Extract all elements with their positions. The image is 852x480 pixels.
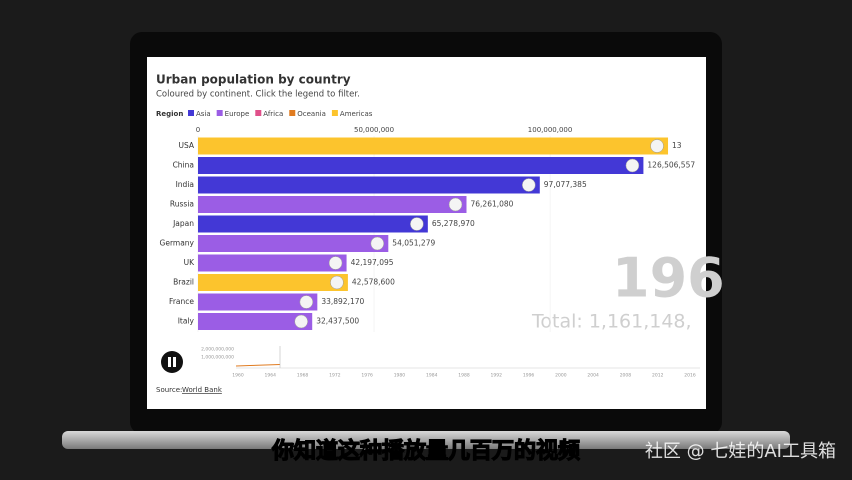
laptop-base: [62, 431, 790, 449]
timeline-trace: [235, 364, 281, 367]
chart-subtitle: Coloured by continent. Click the legend …: [156, 90, 360, 100]
timeline-year: 1968: [297, 373, 309, 379]
watermark: 社区 @ 七娃的AI工具箱: [645, 441, 836, 462]
flag-icon: [448, 197, 463, 212]
x-tick-label: 0: [196, 126, 200, 134]
flag-icon: [294, 314, 308, 329]
bar: [198, 235, 389, 252]
y-tick-label: Russia: [170, 200, 194, 209]
value-label: 76,261,080: [471, 200, 514, 209]
legend-label[interactable]: Oceania: [297, 110, 326, 118]
x-tick-label: 50,000,000: [354, 126, 394, 134]
flag-icon: [522, 178, 536, 192]
timeline-year: 1980: [394, 373, 406, 379]
timeline-year: 1972: [329, 373, 341, 379]
timeline-year: 1988: [458, 373, 470, 379]
y-tick-label: USA: [178, 141, 194, 150]
bar: [198, 137, 669, 155]
y-tick-label: Japan: [172, 219, 194, 228]
y-tick-label: France: [169, 297, 194, 306]
legend-swatch: [331, 110, 338, 116]
video-caption: 你知道这种播放量几百万的视频: [271, 438, 580, 464]
timeline-year: 2016: [684, 373, 696, 379]
flag-icon: [625, 158, 640, 173]
bar: [198, 157, 644, 174]
flag-icon: [370, 236, 385, 251]
timeline-year: 2012: [652, 373, 664, 379]
value-label: 13: [672, 141, 682, 150]
timeline-year: 1964: [265, 373, 277, 379]
legend-label[interactable]: Europe: [225, 110, 250, 118]
value-label: 42,197,095: [351, 258, 394, 267]
value-label: 32,437,500: [316, 317, 359, 326]
timeline-year: 2000: [555, 373, 567, 379]
bar: [198, 196, 467, 213]
y-tick-label: Italy: [178, 317, 195, 326]
value-label: 97,077,385: [544, 180, 587, 189]
timeline-year: 2004: [587, 373, 599, 379]
timeline-y-label: 1,000,000,000: [201, 355, 234, 361]
timeline-year: 1976: [361, 373, 373, 379]
chart-title: Urban population by country: [156, 73, 351, 87]
legend-title: Region: [156, 110, 183, 118]
y-tick-label: UK: [184, 258, 195, 267]
flag-icon: [650, 139, 664, 153]
timeline-year: 2008: [620, 373, 632, 379]
y-tick-label: Brazil: [173, 278, 194, 287]
y-tick-label: India: [176, 180, 194, 189]
timeline-year: 1992: [491, 373, 503, 379]
timeline-year: 1984: [426, 373, 438, 379]
value-label: 33,892,170: [321, 297, 364, 306]
year-label: 196: [612, 247, 725, 310]
pause-icon: [173, 357, 176, 367]
bar: [198, 254, 347, 272]
legend-label[interactable]: Africa: [263, 110, 283, 118]
source-link[interactable]: World Bank: [182, 386, 223, 394]
y-tick-label: China: [173, 161, 194, 170]
bar: [198, 176, 540, 194]
legend-label[interactable]: Americas: [340, 110, 373, 118]
bar: [198, 274, 348, 291]
pause-icon: [168, 357, 171, 367]
flag-icon: [330, 275, 344, 290]
flag-icon: [410, 217, 424, 231]
bar: [198, 215, 428, 233]
timeline-year: 1996: [523, 373, 535, 379]
bar: [198, 293, 318, 311]
legend-swatch: [188, 110, 194, 116]
pause-button[interactable]: [161, 351, 183, 373]
screen: [147, 57, 706, 409]
source-prefix: Source:: [156, 386, 182, 394]
total-label: Total: 1,161,148,: [531, 311, 692, 333]
legend-label[interactable]: Asia: [196, 110, 211, 118]
value-label: 54,051,279: [392, 239, 435, 248]
timeline-y-label: 2,000,000,000: [201, 347, 234, 353]
x-tick-label: 100,000,000: [528, 126, 573, 134]
legend-swatch: [255, 110, 262, 116]
timeline-year: 1960: [232, 373, 244, 379]
y-tick-label: Germany: [160, 239, 195, 248]
legend-swatch: [216, 110, 223, 116]
value-label: 65,278,970: [432, 219, 475, 228]
flag-icon: [299, 295, 314, 309]
flag-icon: [328, 256, 343, 270]
value-label: 126,506,557: [647, 161, 695, 170]
bar: [198, 313, 313, 330]
legend-swatch: [289, 110, 296, 116]
value-label: 42,578,600: [352, 278, 395, 287]
